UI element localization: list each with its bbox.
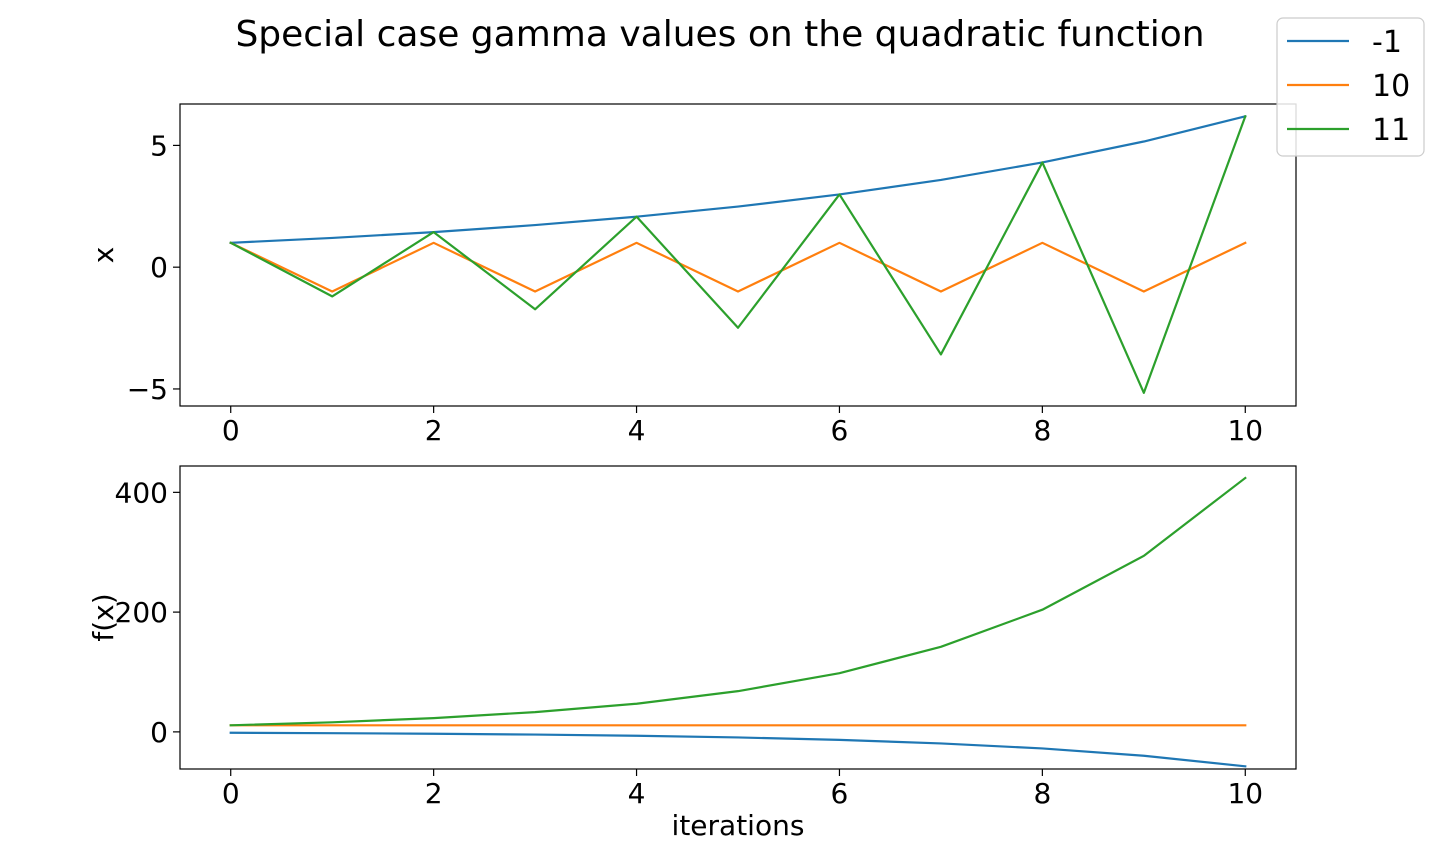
x-tick-label: 0 xyxy=(222,414,240,447)
y-tick-label: 400 xyxy=(115,476,168,509)
series-line-1 xyxy=(229,115,1247,244)
x-tick-label: 10 xyxy=(1227,777,1263,810)
x-tick-label: 6 xyxy=(831,777,849,810)
y-tick-label: 5 xyxy=(150,129,168,162)
y-tick-label: 0 xyxy=(150,716,168,749)
legend-entry: -1 xyxy=(1287,25,1402,60)
legend-frame xyxy=(1276,17,1425,157)
x-tick-label: 2 xyxy=(425,414,443,447)
panel-1: 0 2 4 6 8 10 −5 0 5 x xyxy=(87,103,1297,447)
x-tick-label: 8 xyxy=(1033,777,1051,810)
plot-frame xyxy=(179,103,1297,407)
series-line-1 xyxy=(229,731,1247,768)
figure-title: Special case gamma values on the quadrat… xyxy=(235,14,1204,55)
legend-entry: 10 xyxy=(1287,69,1410,104)
x-tick-label: 2 xyxy=(425,777,443,810)
panel-2: 0 2 4 6 8 10 0 200 400 f(x) iterations xyxy=(87,465,1297,842)
legend: -1 10 11 xyxy=(1276,17,1425,157)
series-line-3 xyxy=(229,114,1247,394)
x-tick-label: 0 xyxy=(222,777,240,810)
legend-entry: 11 xyxy=(1287,113,1410,148)
series-lines xyxy=(229,476,1247,768)
legend-label: -1 xyxy=(1372,25,1402,60)
plot-frame xyxy=(179,465,1297,770)
legend-label: 11 xyxy=(1372,113,1410,148)
x-tick-label: 8 xyxy=(1033,414,1051,447)
legend-label: 10 xyxy=(1372,69,1410,104)
x-tick-label: 6 xyxy=(831,414,849,447)
y-tick-label: −5 xyxy=(127,373,168,406)
x-tick-label: 4 xyxy=(628,414,646,447)
panels: 0 2 4 6 8 10 −5 0 5 x 0 2 4 6 8 10 0 200 400 f(x) iterations xyxy=(87,103,1297,842)
series-line-3 xyxy=(229,476,1247,727)
y-tick-label: 0 xyxy=(150,251,168,284)
y-axis-label: x xyxy=(87,247,120,264)
x-axis-label: iterations xyxy=(672,809,805,842)
x-tick-label: 10 xyxy=(1227,414,1263,447)
x-tick-label: 4 xyxy=(628,777,646,810)
series-lines xyxy=(229,114,1247,394)
y-tick-label: 200 xyxy=(115,596,168,629)
series-line-2 xyxy=(229,241,1247,293)
y-axis-label: f(x) xyxy=(87,593,120,641)
